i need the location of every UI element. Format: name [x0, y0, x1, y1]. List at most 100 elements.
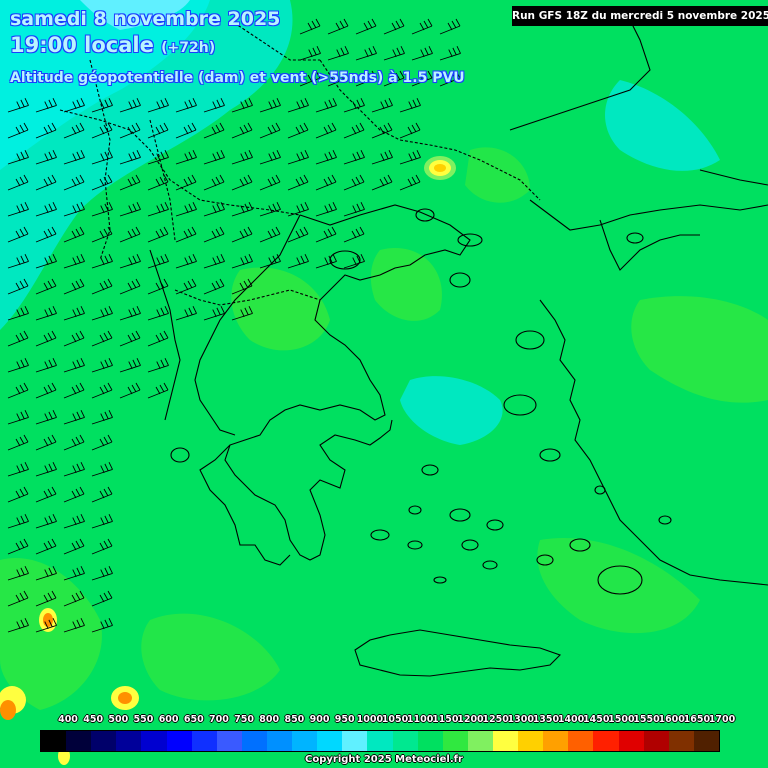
legend-label: 1700	[708, 714, 736, 725]
wind-barb	[35, 97, 57, 113]
wind-barb	[287, 226, 309, 243]
wind-barb	[287, 174, 309, 191]
wind-barb	[7, 538, 29, 555]
wind-barb	[315, 97, 337, 113]
wind-barb	[147, 174, 169, 191]
legend-swatch	[467, 731, 493, 751]
legend-swatch	[392, 731, 418, 751]
wind-barb	[63, 201, 85, 217]
legend-swatch	[417, 731, 443, 751]
legend-label: 1500	[608, 714, 635, 725]
wind-barb	[63, 149, 85, 165]
wind-barb	[63, 538, 85, 555]
wind-barb	[91, 226, 113, 243]
wind-barb	[7, 305, 29, 321]
wind-barb	[203, 305, 225, 321]
wind-barb	[91, 201, 113, 217]
wind-barb	[175, 253, 197, 269]
wind-barb	[147, 330, 169, 347]
legend-swatch	[216, 731, 242, 751]
wind-barb	[35, 122, 57, 139]
wind-barb	[231, 122, 253, 139]
legend-swatch	[241, 731, 267, 751]
wind-barb	[63, 382, 85, 399]
wind-barb	[63, 434, 85, 451]
wind-barb	[35, 201, 57, 217]
wind-barb	[7, 174, 29, 191]
wind-barb	[35, 590, 57, 607]
wind-barb	[203, 174, 225, 191]
wind-barb	[175, 201, 197, 217]
wind-barb	[35, 617, 57, 633]
legend-label: 800	[259, 714, 280, 725]
legend-swatch	[116, 731, 142, 751]
wind-barb	[371, 97, 393, 113]
wind-barb	[343, 122, 365, 139]
legend-label: 1000	[356, 714, 384, 725]
legend-swatch	[141, 731, 167, 751]
wind-barb	[231, 201, 253, 217]
wind-barb	[35, 486, 57, 503]
wind-barb	[119, 357, 141, 373]
legend-label: 1650	[683, 714, 711, 725]
wind-barb	[63, 253, 85, 269]
wind-barb	[439, 70, 461, 87]
wind-barb	[7, 434, 29, 451]
legend-label: 1100	[406, 714, 434, 725]
wind-barb	[63, 226, 85, 243]
wind-barb	[7, 461, 29, 477]
wind-barb	[175, 174, 197, 191]
wind-barb	[343, 149, 365, 165]
legend-swatch	[492, 731, 519, 751]
wind-barb	[35, 149, 57, 165]
wind-barb	[259, 201, 281, 217]
wind-barb	[175, 122, 197, 139]
legend-label: 650	[183, 714, 204, 725]
wind-barb	[259, 149, 281, 165]
wind-barbs-layer	[7, 18, 461, 633]
legend-swatch	[668, 731, 694, 751]
wind-barb	[355, 18, 377, 35]
wind-barb	[35, 565, 57, 581]
wind-barb	[231, 97, 253, 113]
legend-colorbar	[40, 730, 720, 752]
coastlines-and-borders	[59, 19, 768, 677]
wind-barb	[399, 122, 421, 139]
wind-barb	[371, 149, 393, 165]
forecast-time: 19:00 locale (+72h)	[10, 33, 215, 57]
legend-label: 1150	[432, 714, 459, 725]
wind-barb	[175, 97, 197, 113]
wind-barb	[343, 201, 365, 217]
wind-barb	[203, 226, 225, 243]
wind-barb	[315, 253, 337, 269]
wind-barb	[203, 278, 225, 295]
wind-barb	[35, 513, 57, 529]
legend-label: 950	[334, 714, 355, 725]
wind-barb	[35, 382, 57, 399]
wind-barb	[7, 565, 29, 581]
legend-label: 600	[158, 714, 179, 725]
wind-barb	[119, 330, 141, 347]
wind-barb	[343, 97, 365, 113]
wind-barb	[231, 226, 253, 243]
wind-barb	[231, 149, 253, 165]
wind-barb	[315, 174, 337, 191]
legend-swatch	[618, 731, 644, 751]
wind-barb	[343, 174, 365, 191]
wind-barb	[91, 538, 113, 555]
wind-barb	[119, 253, 141, 269]
wind-barb	[91, 174, 113, 191]
wind-barb	[439, 18, 461, 35]
legend-label: 900	[309, 714, 330, 725]
wind-barb	[91, 590, 113, 607]
wind-barb	[203, 149, 225, 165]
wind-barb	[35, 278, 57, 295]
wind-barb	[91, 97, 113, 113]
legend-swatch	[66, 731, 92, 751]
wind-barb	[231, 174, 253, 191]
wind-barb	[7, 122, 29, 139]
wind-barb	[7, 253, 29, 269]
wind-barb	[119, 305, 141, 321]
wind-barb	[7, 226, 29, 243]
wind-barb	[287, 97, 309, 113]
